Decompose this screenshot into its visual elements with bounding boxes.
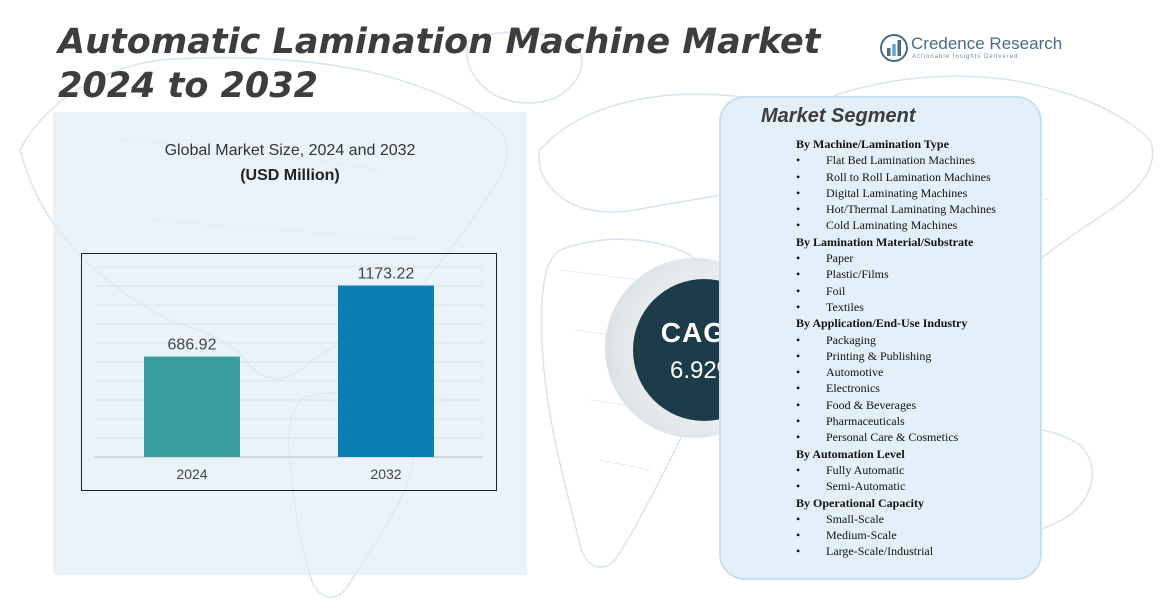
segment-item: Electronics bbox=[796, 380, 996, 397]
market-size-chart-panel: Global Market Size, 2024 and 2032 (USD M… bbox=[53, 112, 527, 575]
segment-list: By Machine/Lamination TypeFlat Bed Lamin… bbox=[796, 136, 996, 560]
segment-item: Personal Care & Cosmetics bbox=[796, 429, 996, 446]
segment-item: Foil bbox=[796, 283, 996, 300]
title-line-2: 2024 to 2032 bbox=[58, 66, 318, 106]
title-line-1: Automatic Lamination Machine Market bbox=[58, 22, 821, 62]
chart-subtitle: (USD Million) bbox=[240, 167, 340, 184]
segment-item: Printing & Publishing bbox=[796, 348, 996, 365]
credence-research-logo[interactable]: Credence Research Actionable Insights De… bbox=[880, 32, 1080, 66]
bar-chart-logo-icon bbox=[880, 34, 908, 62]
bar-2024 bbox=[144, 356, 240, 457]
x-tick-label-2024: 2024 bbox=[176, 466, 207, 482]
logo-tagline: Actionable Insights Delivered bbox=[912, 54, 1019, 60]
chart-title: Global Market Size, 2024 and 2032 bbox=[164, 142, 416, 159]
chart-frame bbox=[81, 253, 497, 491]
segment-item: Flat Bed Lamination Machines bbox=[796, 152, 996, 169]
bar-2032 bbox=[338, 285, 434, 457]
segment-item: Semi-Automatic bbox=[796, 478, 996, 495]
segment-title: Market Segment bbox=[761, 105, 916, 127]
segment-category: By Operational Capacity bbox=[796, 495, 924, 510]
x-tick-label-2032: 2032 bbox=[370, 466, 401, 482]
market-size-bar-chart: 686.92 2024 1173.22 2032 bbox=[81, 253, 497, 491]
logo-name: Credence Research bbox=[911, 34, 1063, 53]
segment-item: Automotive bbox=[796, 364, 996, 381]
segment-item: Fully Automatic bbox=[796, 462, 996, 479]
segment-item: Plastic/Films bbox=[796, 266, 996, 283]
page-title: Automatic Lamination Machine Market 2024… bbox=[58, 20, 820, 108]
data-label-2024: 686.92 bbox=[168, 337, 217, 354]
segment-item: Hot/Thermal Laminating Machines bbox=[796, 201, 996, 218]
segment-item: Textiles bbox=[796, 299, 996, 316]
segment-category: By Application/End-Use Industry bbox=[796, 316, 968, 331]
market-segment-panel: Market Segment By Machine/Lamination Typ… bbox=[719, 96, 1042, 580]
data-label-2032: 1173.22 bbox=[358, 266, 415, 283]
segment-item: Packaging bbox=[796, 332, 996, 349]
map-greenland-shape bbox=[466, 31, 583, 104]
segment-category: By Machine/Lamination Type bbox=[796, 137, 949, 151]
segment-item: Paper bbox=[796, 250, 996, 267]
segment-item: Digital Laminating Machines bbox=[796, 185, 996, 202]
segment-item: Cold Laminating Machines bbox=[796, 217, 996, 234]
segment-item: Small-Scale bbox=[796, 511, 996, 528]
segment-category: By Automation Level bbox=[796, 446, 905, 461]
segment-item: Large-Scale/Industrial bbox=[796, 543, 996, 560]
segment-item: Food & Beverages bbox=[796, 397, 996, 414]
segment-category: By Lamination Material/Substrate bbox=[796, 234, 974, 249]
segment-item: Pharmaceuticals bbox=[796, 413, 996, 430]
segment-item: Roll to Roll Lamination Machines bbox=[796, 169, 996, 186]
segment-item: Medium-Scale bbox=[796, 527, 996, 544]
